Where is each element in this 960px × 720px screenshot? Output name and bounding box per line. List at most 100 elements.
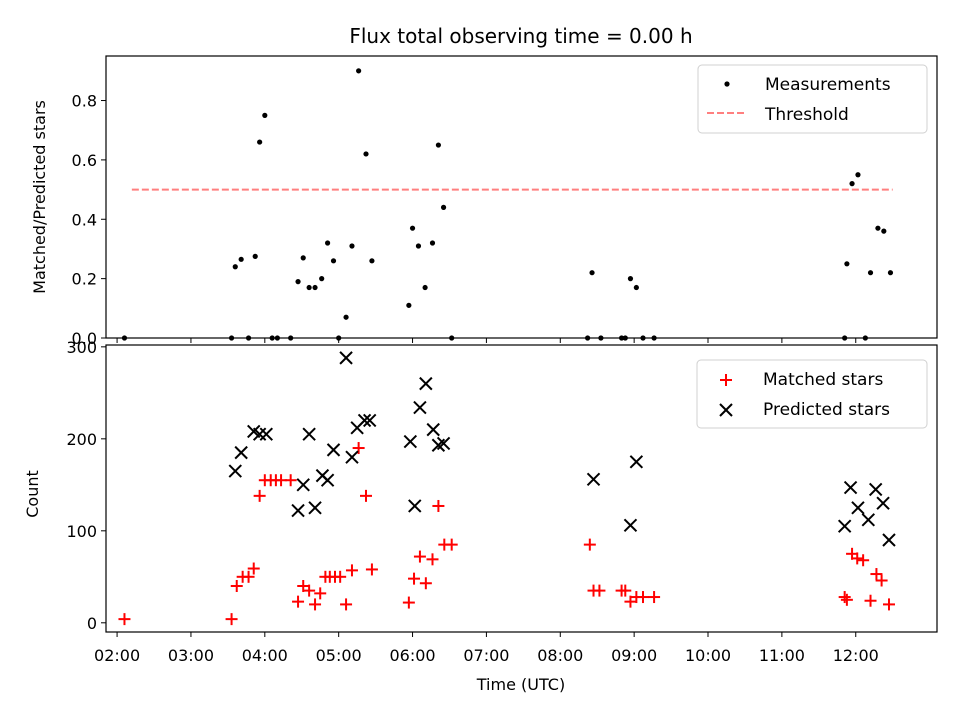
- legend-label-predicted: Predicted stars: [763, 400, 890, 420]
- legend-bottom: Matched stars Predicted stars: [696, 359, 928, 429]
- predicted-star-point: [302, 427, 316, 441]
- panel-ratio: 0.00.20.40.60.8 Matched/Predicted stars …: [30, 55, 938, 348]
- measurement-point: [633, 284, 639, 291]
- x-tick-label: 06:00: [389, 646, 435, 665]
- matched-star-point: [303, 584, 316, 597]
- measurement-point: [349, 243, 355, 249]
- matched-star-point: [864, 594, 877, 607]
- y-tick-label-bottom: 300: [66, 338, 97, 357]
- predicted-star-point: [291, 503, 305, 518]
- predicted-star-point: [861, 513, 876, 527]
- predicted-star-point: [843, 480, 858, 495]
- measurement-point: [300, 255, 306, 261]
- measurement-point: [887, 270, 894, 276]
- measurement-point: [406, 302, 412, 308]
- predicted-star-point: [629, 455, 644, 469]
- matched-star-point: [413, 550, 426, 563]
- matched-star-point: [340, 598, 353, 611]
- matched-star-point: [445, 538, 458, 551]
- x-tick-label: 02:00: [94, 646, 140, 665]
- measurement-point: [232, 264, 238, 270]
- measurement-point: [295, 279, 301, 285]
- predicted-star-point: [320, 473, 335, 487]
- measurement-point: [435, 142, 441, 148]
- legend-marker-predicted: [719, 403, 733, 417]
- predicted-star-point: [234, 445, 248, 460]
- matched-star-point: [118, 613, 131, 626]
- matched-star-point: [432, 499, 445, 512]
- measurement-point: [306, 284, 312, 291]
- measurement-point: [627, 276, 634, 282]
- predicted-star-point: [345, 450, 359, 464]
- measurement-point: [356, 68, 362, 74]
- y-tick-label-top: 0.8: [72, 92, 97, 111]
- measurement-point: [252, 253, 258, 259]
- matched-star-point: [838, 591, 851, 604]
- x-tick-label: 08:00: [537, 646, 583, 665]
- matched-star-point: [637, 591, 650, 604]
- measurement-point: [238, 256, 244, 262]
- legend-label-threshold: Threshold: [764, 105, 849, 125]
- matched-star-point: [225, 613, 238, 626]
- measurement-point: [257, 139, 263, 145]
- x-tick-label: 07:00: [463, 646, 509, 665]
- measurement-point: [849, 181, 855, 187]
- plot-frame-top: [105, 55, 938, 339]
- matched-star-point: [648, 591, 661, 604]
- matched-star-point: [419, 577, 432, 590]
- predicted-star-point: [308, 501, 322, 515]
- y-tick-label-top: 0.4: [72, 210, 97, 229]
- x-tick-label: 09:00: [611, 646, 657, 665]
- x-tick-label: 04:00: [242, 646, 288, 665]
- matched-star-point: [230, 580, 243, 593]
- y-tick-label-bottom: 200: [66, 430, 97, 449]
- matched-star-point: [334, 570, 347, 583]
- matched-star-point: [292, 595, 305, 608]
- matched-star-point: [365, 563, 378, 576]
- matched-star-point: [593, 584, 606, 597]
- measurement-point: [440, 204, 447, 210]
- panel-counts: 0 100 200 300 02:00 03:00 04:00 05:00 06:00 07:00…: [23, 338, 938, 694]
- matched-star-point: [408, 572, 421, 585]
- measurement-point: [429, 240, 436, 246]
- predicted-star-point: [868, 482, 883, 497]
- measurement-point: [881, 228, 887, 234]
- y-tick-label-top: 0.2: [72, 270, 97, 289]
- predicted-star-point: [586, 472, 601, 487]
- legend-label-matched: Matched stars: [763, 370, 883, 390]
- measurement-point: [415, 243, 422, 249]
- matched-star-point: [875, 574, 888, 587]
- matched-star-point: [314, 587, 327, 600]
- matched-star-point: [360, 489, 373, 502]
- y-tick-label-top: 0.0: [72, 329, 97, 348]
- predicted-star-point: [426, 422, 440, 437]
- matched-star-point: [284, 474, 297, 487]
- measurement-point: [409, 225, 416, 231]
- measurement-point: [422, 284, 428, 291]
- predicted-star-point: [296, 478, 310, 492]
- matched-star-point: [345, 564, 358, 577]
- x-tick-label: 03:00: [168, 646, 214, 665]
- measurement-point: [363, 151, 369, 157]
- predicted-star-point: [837, 519, 852, 533]
- x-axis-label: Time (UTC): [476, 675, 565, 694]
- chart-title: Flux total observing time = 0.00 h: [349, 24, 692, 48]
- matched-star-point: [619, 584, 632, 597]
- measurement-point: [855, 172, 861, 178]
- predicted-star-point: [413, 400, 427, 415]
- measurement-point: [844, 261, 850, 267]
- y-tick-label-bottom: 100: [66, 522, 97, 541]
- x-tick-label: 10:00: [685, 646, 731, 665]
- predicted-star-point: [259, 427, 273, 441]
- matched-star-point: [253, 489, 266, 502]
- predicted-star-point: [876, 496, 890, 510]
- predicted-star-point: [408, 499, 422, 513]
- measurement-point: [369, 258, 375, 264]
- measurement-point: [589, 270, 595, 276]
- predicted-star-point: [228, 464, 242, 478]
- measurement-point: [867, 270, 874, 276]
- matched-star-point: [247, 562, 260, 575]
- y-axis-label-bottom: Count: [23, 470, 42, 518]
- predicted-star-point: [882, 533, 896, 547]
